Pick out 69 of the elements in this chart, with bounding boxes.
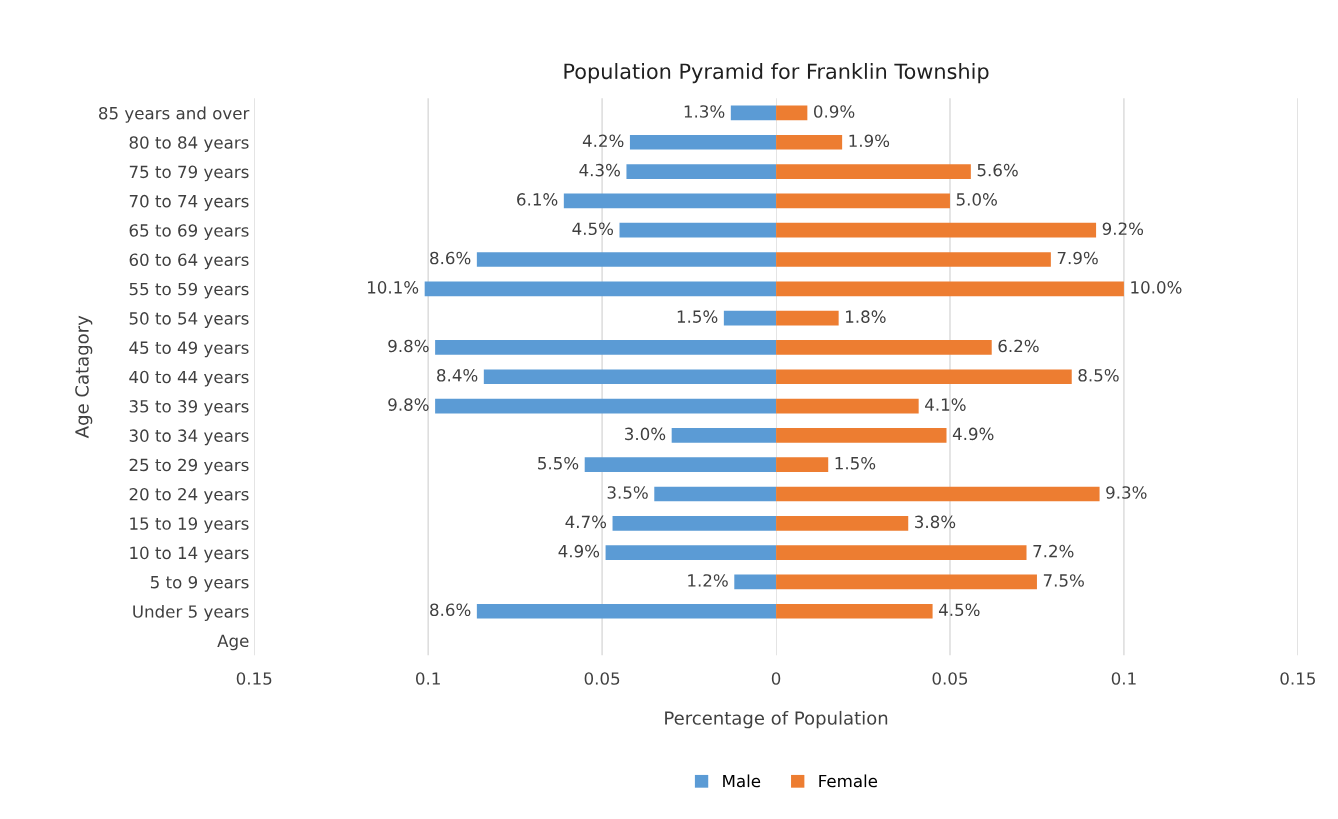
data-label: 4.9% — [558, 544, 600, 558]
data-label: 6.2% — [998, 339, 1039, 353]
data-label: 9.3% — [1106, 486, 1147, 499]
x-tick-label: 0.05 — [932, 672, 968, 685]
y-tick-label: 25 to 29 years — [129, 458, 249, 475]
data-label: 1.5% — [835, 456, 876, 470]
legend-label: Male — [723, 774, 761, 788]
y-tick-label: 50 to 54 years — [129, 312, 249, 328]
x-tick-label: 0.1 — [1111, 672, 1136, 685]
x-tick-label: 0.15 — [236, 672, 272, 685]
data-label: 8.4% — [437, 368, 478, 382]
data-label: 3.0% — [625, 427, 666, 441]
data-label: 6.1% — [517, 193, 558, 206]
x-tick-label: 0.15 — [1280, 672, 1315, 685]
chart-title: Population Pyramid for Franklin Township — [564, 63, 989, 84]
x-axis-title: Percentage of Population — [665, 710, 888, 729]
y-tick-label: 60 to 64 years — [129, 253, 249, 270]
bar — [734, 574, 777, 590]
data-label: 7.5% — [1043, 574, 1084, 587]
data-label: 4.9% — [952, 427, 994, 441]
y-tick-label: 35 to 39 years — [129, 400, 249, 416]
y-tick-label: 85 years and over — [99, 106, 250, 123]
data-label: 0.9% — [814, 105, 855, 118]
data-label: 7.2% — [1033, 544, 1074, 558]
bar — [776, 457, 829, 472]
y-tick-label: 40 to 44 years — [129, 370, 249, 387]
data-label: 8.5% — [1078, 368, 1119, 382]
data-label: 10.1% — [368, 281, 419, 294]
y-tick-label: 10 to 14 years — [130, 546, 249, 563]
y-tick-label: 45 to 49 years — [129, 341, 249, 358]
data-label: 1.8% — [846, 310, 886, 323]
y-tick-label: Under 5 years — [133, 604, 249, 622]
y-tick-label: 70 to 74 years — [129, 194, 249, 211]
y-tick-label: 75 to 79 years — [129, 165, 249, 182]
x-tick-label: 0.05 — [584, 672, 620, 685]
y-tick-label: 65 to 69 years — [129, 224, 249, 240]
data-label: 1.3% — [684, 105, 725, 118]
y-axis-title: Age Catagory — [75, 315, 93, 439]
data-label: 5.5% — [538, 456, 579, 470]
data-label: 4.2% — [582, 134, 624, 148]
legend-label: Female — [819, 774, 878, 788]
data-label: 3.8% — [915, 515, 956, 529]
y-tick-label: 15 to 19 years — [130, 517, 249, 534]
y-tick-label: 55 to 59 years — [129, 282, 249, 299]
y-tick-label: 30 to 34 years — [129, 429, 249, 446]
y-tick-label: 80 to 84 years — [129, 136, 249, 153]
data-label: 8.6% — [430, 251, 471, 265]
data-label: 4.5% — [572, 222, 614, 236]
data-label: 5.6% — [977, 163, 1018, 177]
y-tick-label: 20 to 24 years — [129, 487, 249, 504]
data-label: 1.2% — [688, 574, 728, 587]
data-label: 9.8% — [388, 398, 429, 411]
data-label: 4.3% — [579, 163, 620, 177]
data-label: 4.7% — [565, 515, 607, 529]
data-label: 10.0% — [1131, 281, 1182, 294]
data-label: 1.5% — [677, 310, 718, 323]
data-label: 7.9% — [1057, 251, 1098, 265]
data-label: 4.5% — [938, 603, 980, 617]
data-label: 1.9% — [849, 134, 890, 148]
x-tick-label: 0.1 — [416, 672, 440, 685]
data-label: 4.1% — [925, 398, 966, 411]
data-label: 9.8% — [388, 339, 429, 353]
data-label: 9.2% — [1102, 222, 1144, 236]
data-label: 5.0% — [956, 193, 997, 206]
y-tick-label: Age — [217, 634, 249, 651]
y-tick-label: 5 to 9 years — [150, 575, 249, 592]
data-label: 3.5% — [607, 486, 648, 499]
x-tick-label: 0 — [771, 672, 781, 685]
data-label: 8.6% — [430, 603, 471, 617]
